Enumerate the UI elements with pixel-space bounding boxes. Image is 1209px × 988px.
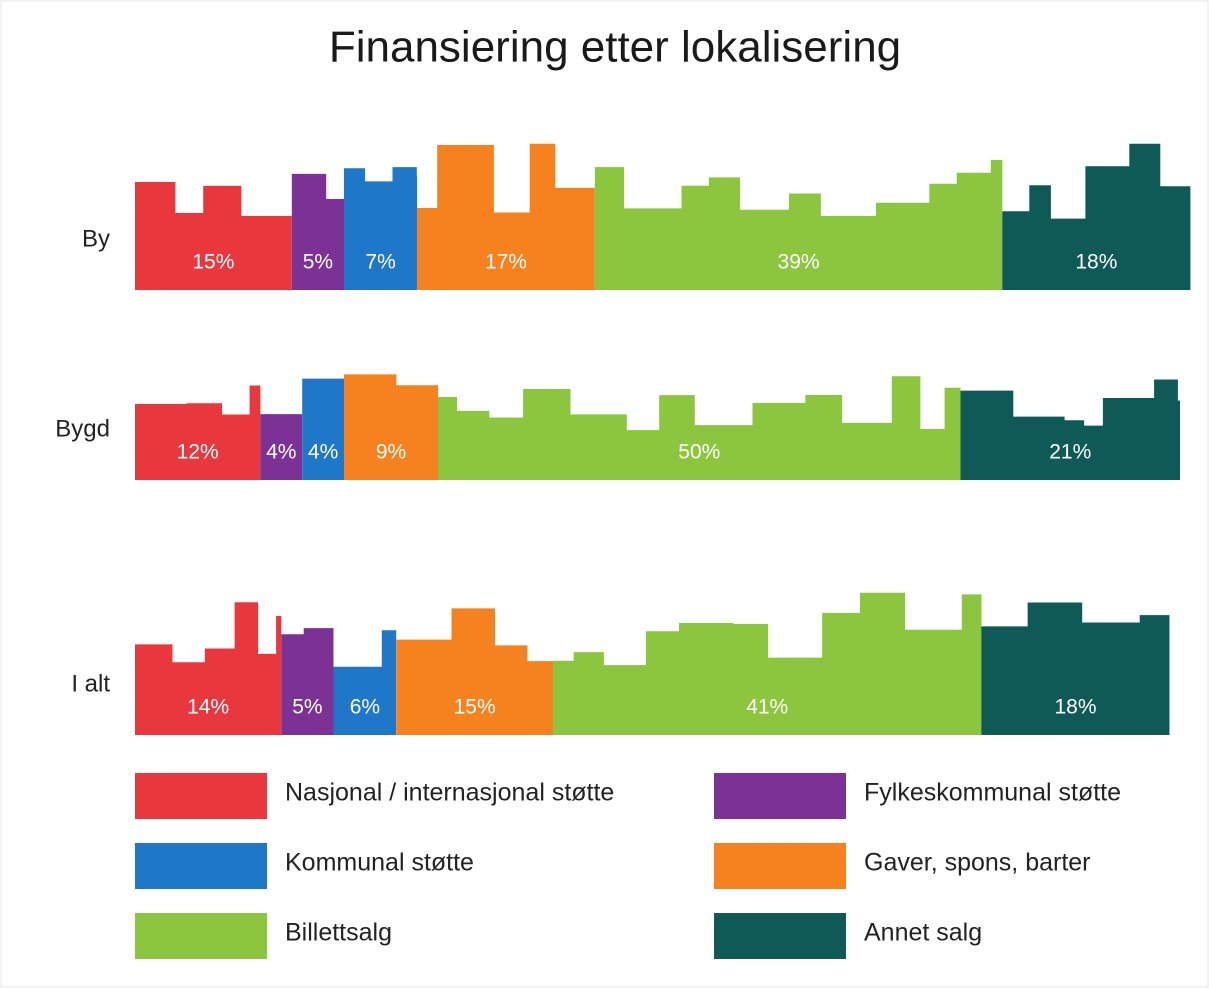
category-label: By — [82, 225, 110, 252]
legend-label: Kommunal støtte — [285, 849, 474, 877]
legend-label: Annet salg — [864, 919, 982, 947]
legend-label: Gaver, spons, barter — [864, 849, 1091, 877]
value-label: 12% — [177, 441, 219, 464]
value-label: 17% — [485, 251, 527, 274]
bar-segment — [260, 414, 303, 480]
bar-segment — [135, 385, 261, 480]
bar-segment — [960, 379, 1180, 480]
bar-segment — [344, 167, 418, 290]
value-label: 50% — [678, 441, 720, 464]
bar-segment — [553, 592, 982, 735]
value-label: 5% — [303, 251, 333, 274]
value-label: 7% — [365, 251, 395, 274]
value-label: 15% — [454, 696, 496, 719]
value-label: 9% — [376, 441, 406, 464]
bar-segment — [396, 608, 553, 735]
bar-segment — [594, 159, 1003, 290]
value-label: 18% — [1075, 251, 1117, 274]
value-label: 14% — [187, 696, 229, 719]
value-label: 6% — [350, 696, 380, 719]
bar-segment — [302, 378, 344, 480]
value-label: 15% — [192, 251, 234, 274]
legend-swatch — [714, 773, 846, 819]
legend-swatch — [714, 913, 846, 959]
value-label: 21% — [1049, 441, 1091, 464]
legend-label: Nasjonal / internasjonal støtte — [285, 779, 614, 807]
value-label: 39% — [778, 251, 820, 274]
legend-swatch — [714, 843, 846, 889]
bar-segment — [981, 602, 1170, 735]
value-label: 41% — [746, 696, 788, 719]
legend-label: Billettsalg — [285, 919, 392, 947]
bar-segment — [281, 628, 334, 735]
legend-swatch — [135, 843, 267, 889]
bar-segment — [291, 173, 344, 290]
bar-segment — [135, 182, 292, 290]
category-label: I alt — [71, 670, 110, 697]
bar-segment — [344, 374, 439, 480]
value-label: 5% — [292, 696, 322, 719]
bar-segment — [417, 143, 595, 290]
bar-segment — [438, 376, 961, 480]
value-label: 18% — [1054, 696, 1096, 719]
value-label: 4% — [266, 441, 296, 464]
bar-segment — [1002, 143, 1191, 290]
value-label: 4% — [308, 441, 338, 464]
legend-label: Fylkeskommunal støtte — [864, 779, 1121, 807]
bar-segment — [135, 602, 282, 735]
category-label: Bygd — [55, 415, 110, 442]
chart-title: Finansiering etter lokalisering — [329, 23, 901, 72]
legend-swatch — [135, 773, 267, 819]
legend-swatch — [135, 913, 267, 959]
bar-segment — [333, 630, 397, 735]
